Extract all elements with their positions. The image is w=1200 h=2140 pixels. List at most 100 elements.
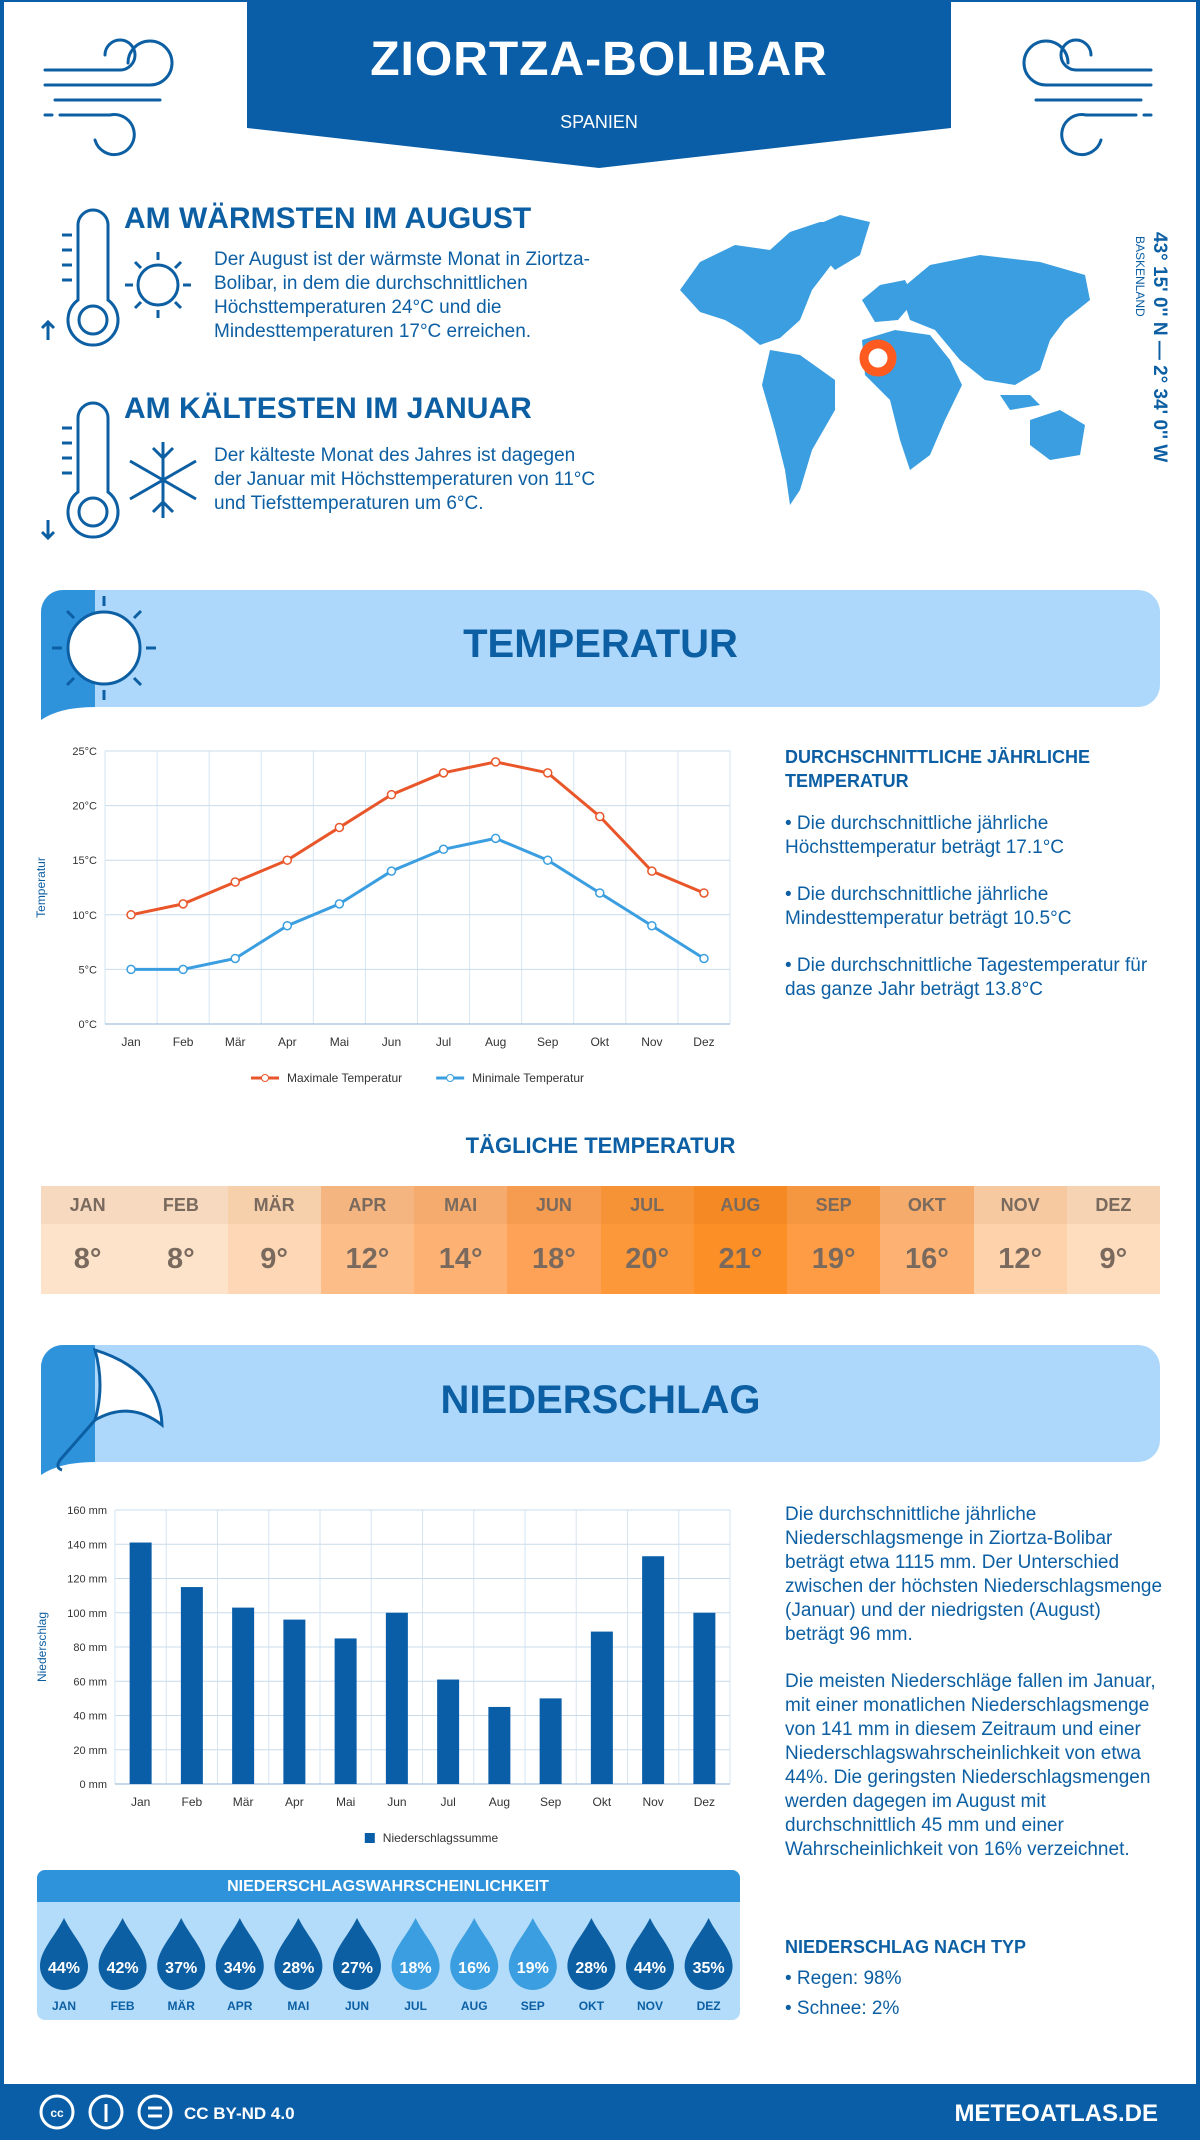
y-axis-label: Temperatur: [34, 857, 48, 918]
daily-column: SEP 19°: [787, 1186, 881, 1294]
y-tick-label: 120 mm: [67, 1574, 107, 1586]
probability-drop: [274, 1918, 323, 1991]
point: [699, 888, 709, 898]
point: [490, 833, 501, 844]
legend: Maximale Temperatur Minimale Temperatur: [251, 1071, 584, 1085]
daily-column: JUN 18°: [507, 1186, 601, 1294]
line: [130, 760, 705, 917]
probability-drop: [333, 1918, 381, 1990]
daily-month: MÄR: [227, 1186, 321, 1224]
daily-column: APR 12°: [320, 1186, 414, 1294]
daily-month: JUN: [507, 1186, 601, 1224]
daily-column: MÄR 9°: [227, 1186, 321, 1294]
point: [595, 811, 605, 822]
y-tick-label: 10°C: [72, 910, 97, 922]
x-tick-label: Okt: [593, 1795, 612, 1809]
precipitation-text: Die meisten Niederschläge fallen im Janu…: [785, 1671, 1156, 1860]
probability-drop: [567, 1918, 616, 1991]
probability-month: SEP: [521, 1999, 545, 2013]
daily-month: JUL: [600, 1186, 694, 1224]
probability-value: 28%: [282, 1960, 314, 1977]
probability-drop: [157, 1918, 206, 1991]
x-tick-label: Jan: [131, 1795, 150, 1809]
point: [334, 822, 345, 833]
probability-value: 37%: [165, 1960, 197, 1977]
daily-month: SEP: [787, 1186, 881, 1224]
thermometer-cold: [40, 401, 197, 541]
y-tick-label: 40 mm: [73, 1711, 107, 1723]
wind-icon-left: [43, 38, 174, 157]
footer-license: CC BY-ND 4.0: [184, 2104, 295, 2123]
point: [438, 844, 449, 855]
daily-value: 8°: [167, 1243, 195, 1275]
bar: [590, 1631, 613, 1784]
daily-month: OKT: [880, 1186, 974, 1224]
legend-label: Maximale Temperatur: [287, 1071, 402, 1085]
legend-swatch: [446, 1074, 455, 1082]
probability-value: 27%: [341, 1960, 373, 1977]
x-tick-label: Jan: [121, 1035, 140, 1049]
x-tick-label: Aug: [485, 1035, 506, 1049]
x-tick-label: Mär: [225, 1035, 246, 1049]
daily-column: FEB 8°: [134, 1186, 228, 1294]
daily-column: JUL 20°: [600, 1186, 694, 1294]
probability-month: MÄR: [168, 1998, 196, 2013]
country: SPANIEN: [560, 112, 638, 132]
point: [699, 953, 709, 964]
x-tick-label: Dez: [693, 1035, 714, 1049]
bar: [129, 1542, 152, 1784]
daily-temperature-title: TÄGLICHE TEMPERATUR: [465, 1133, 736, 1158]
probability-value: 19%: [517, 1960, 549, 1977]
x-tick-label: Mai: [336, 1795, 355, 1809]
x-tick-label: Sep: [537, 1035, 559, 1049]
header-box: [247, 0, 951, 168]
legend-label: Niederschlagssumme: [383, 1831, 499, 1845]
point: [126, 910, 136, 920]
probability-title: NIEDERSCHLAGSWAHRSCHEINLICHKEIT: [227, 1878, 549, 1895]
x-tick-label: Mai: [330, 1035, 349, 1049]
probability-drop: [40, 1918, 88, 1990]
daily-column: NOV 12°: [973, 1186, 1067, 1294]
point: [230, 877, 240, 887]
bar: [488, 1706, 511, 1784]
daily-column: JAN 8°: [41, 1186, 135, 1294]
daily-month: JAN: [41, 1186, 135, 1224]
point: [178, 964, 188, 975]
y-tick-label: 100 mm: [67, 1608, 107, 1620]
daily-value: 19°: [811, 1243, 856, 1275]
legend: Niederschlagssumme: [364, 1831, 499, 1845]
precipitation-title: NIEDERSCHLAG: [440, 1378, 761, 1422]
daily-value: 20°: [625, 1243, 670, 1275]
footer-site: METEOATLAS.DE: [954, 2100, 1158, 2127]
probability-month: FEB: [111, 1999, 135, 2013]
probability-month: AUG: [461, 1999, 488, 2013]
point: [595, 888, 605, 898]
y-tick-label: 140 mm: [67, 1539, 107, 1551]
legend-swatch: [261, 1074, 270, 1082]
x-tick-label: Jun: [382, 1035, 401, 1049]
world-map: [680, 215, 1090, 505]
x-tick-label: Jun: [387, 1795, 406, 1809]
y-tick-label: 160 mm: [67, 1505, 107, 1517]
probability-month: APR: [227, 1999, 253, 2013]
y-tick-label: 25°C: [72, 746, 97, 758]
precipitation-banner: [41, 1345, 1160, 1462]
x-tick-label: Nov: [641, 1035, 662, 1049]
license-icons: [39, 2094, 173, 2130]
point: [386, 789, 397, 800]
y-tick-label: 0 mm: [80, 1779, 108, 1791]
point: [178, 899, 188, 909]
temperature-summary: • Die durchschnittliche jährliche Höchst…: [785, 813, 1065, 858]
daily-column: DEZ 9°: [1066, 1186, 1160, 1294]
location-marker: [859, 339, 897, 377]
bar: [180, 1587, 203, 1784]
daily-value: 18°: [531, 1243, 576, 1275]
daily-column: MAI 14°: [414, 1186, 508, 1294]
bar: [437, 1679, 460, 1784]
probability-month: OKT: [579, 1999, 605, 2013]
point: [334, 899, 345, 909]
probability-drop: [508, 1918, 557, 1991]
daily-month: AUG: [693, 1186, 787, 1224]
